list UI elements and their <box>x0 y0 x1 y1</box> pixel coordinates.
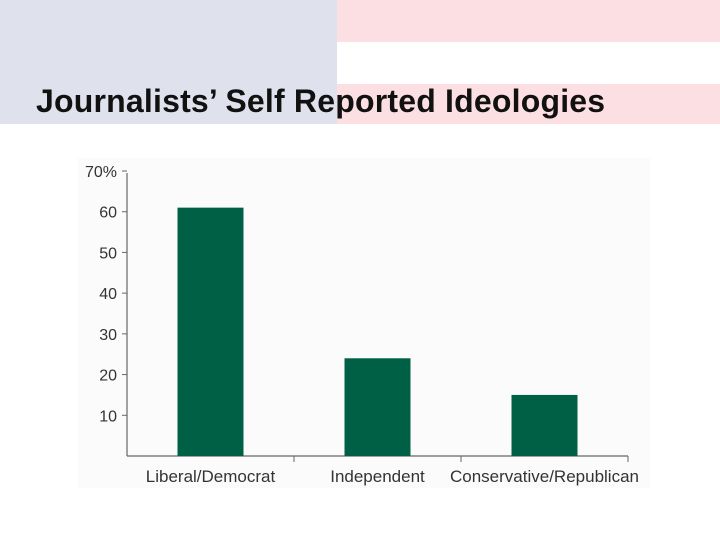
bar <box>344 358 411 456</box>
bar <box>177 207 244 456</box>
y-tick-label: 30 <box>99 327 117 344</box>
y-tick-label: 40 <box>99 286 117 303</box>
header-band-blue <box>0 0 337 124</box>
y-tick-label: 70% <box>85 164 117 181</box>
header-band-pink-bottom <box>337 84 720 124</box>
x-tick-label: Conservative/Republican <box>450 467 639 486</box>
x-tick-label: Independent <box>330 467 425 486</box>
y-tick-label: 20 <box>99 368 117 385</box>
slide-title: Journalists’ Self Reported Ideologies <box>36 83 606 119</box>
chart-bars <box>177 207 578 456</box>
x-tick-label: Liberal/Democrat <box>146 467 276 486</box>
header-band-pink-top <box>337 0 720 42</box>
y-tick-label: 10 <box>99 408 117 425</box>
y-axis-ticks: 10 20 30 40 50 60 70% <box>85 164 127 425</box>
y-tick-label: 60 <box>99 205 117 222</box>
bar <box>511 394 578 456</box>
x-axis-labels: Liberal/Democrat Independent Conservative/… <box>146 467 639 486</box>
y-tick-label: 50 <box>99 245 117 262</box>
